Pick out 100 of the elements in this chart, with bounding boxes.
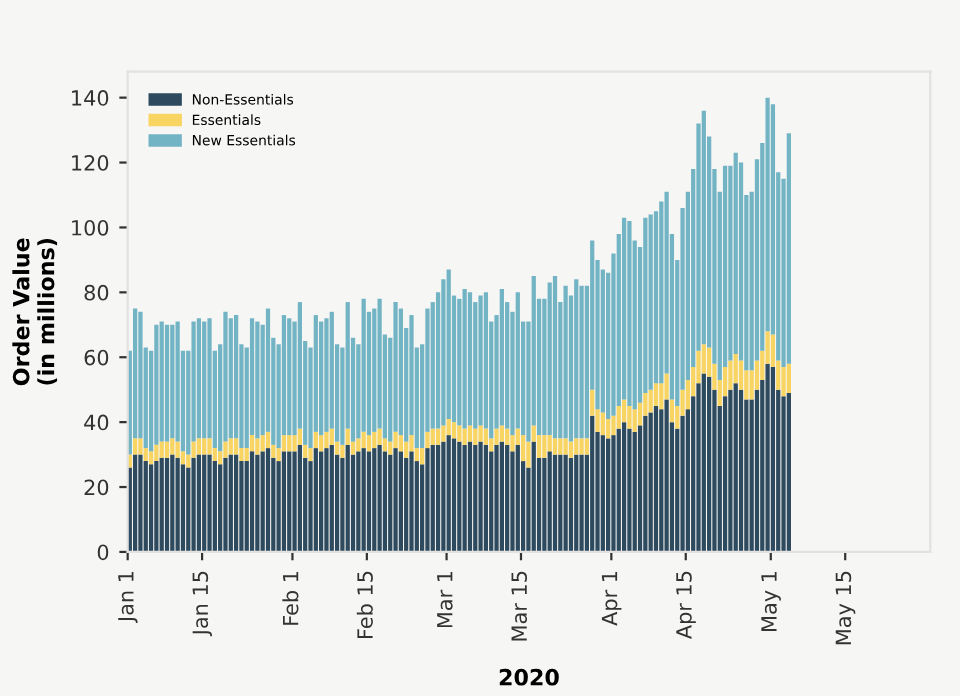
y-tick-label: 60 bbox=[84, 349, 109, 366]
x-tick-label: Mar 1 bbox=[437, 571, 453, 628]
bar bbox=[398, 435, 403, 452]
bar bbox=[260, 435, 265, 452]
bar bbox=[170, 454, 175, 552]
bar bbox=[409, 451, 414, 552]
bar bbox=[611, 435, 616, 552]
bar bbox=[180, 464, 186, 552]
bar bbox=[770, 366, 776, 552]
bar bbox=[398, 308, 403, 436]
bar bbox=[451, 422, 457, 439]
x-tick-label: Apr 1 bbox=[601, 571, 622, 626]
bar bbox=[590, 415, 595, 552]
bar bbox=[547, 451, 552, 552]
bar bbox=[170, 438, 175, 455]
bar bbox=[765, 363, 770, 552]
bar bbox=[499, 425, 504, 442]
bar bbox=[441, 425, 446, 442]
bar bbox=[786, 392, 791, 552]
bar bbox=[313, 448, 318, 552]
bar bbox=[382, 451, 388, 552]
bar bbox=[462, 428, 467, 445]
bar bbox=[366, 435, 372, 452]
bar bbox=[621, 422, 627, 552]
bar bbox=[425, 448, 430, 552]
bar bbox=[372, 448, 377, 552]
bar bbox=[361, 298, 366, 432]
bar bbox=[478, 441, 483, 552]
bar bbox=[558, 438, 563, 455]
bar bbox=[515, 292, 520, 429]
bar bbox=[627, 220, 632, 406]
bar bbox=[627, 405, 632, 429]
bar bbox=[255, 321, 260, 439]
bar bbox=[680, 415, 685, 552]
bar bbox=[148, 451, 154, 465]
bar bbox=[728, 389, 733, 552]
bar bbox=[441, 441, 446, 552]
bar bbox=[510, 435, 515, 452]
bar bbox=[473, 428, 478, 445]
bar bbox=[420, 448, 425, 465]
bar bbox=[786, 133, 791, 364]
bar bbox=[494, 444, 499, 552]
bar bbox=[329, 444, 334, 552]
bar bbox=[164, 457, 170, 552]
y-axis-title: Order Value (in millions) bbox=[12, 238, 58, 386]
bar bbox=[223, 457, 228, 552]
bar bbox=[297, 444, 303, 552]
bar bbox=[653, 383, 659, 406]
bar bbox=[435, 444, 441, 552]
bar bbox=[154, 444, 159, 462]
bar bbox=[207, 454, 212, 552]
bar bbox=[345, 444, 350, 552]
bar bbox=[531, 441, 536, 552]
bar bbox=[218, 464, 223, 552]
bar bbox=[446, 418, 451, 436]
bar bbox=[478, 295, 483, 426]
bar bbox=[287, 435, 292, 452]
x-tick-label: Jan 1 bbox=[118, 571, 138, 624]
bar bbox=[446, 269, 451, 419]
bar bbox=[606, 438, 611, 552]
x-tick-label: May 1 bbox=[761, 571, 781, 631]
bar bbox=[430, 428, 435, 445]
bar bbox=[159, 321, 164, 442]
bar bbox=[579, 454, 584, 552]
bar bbox=[159, 441, 164, 458]
y-tick-label: 100 bbox=[72, 219, 109, 236]
bar bbox=[781, 396, 786, 552]
y-tick-label: 40 bbox=[84, 414, 109, 431]
bar bbox=[388, 454, 393, 552]
bar bbox=[366, 451, 372, 552]
bar bbox=[132, 438, 138, 455]
bar bbox=[287, 318, 292, 436]
x-tick-label: May 15 bbox=[835, 571, 856, 645]
bar bbox=[467, 292, 473, 426]
bar bbox=[159, 457, 164, 552]
bar bbox=[175, 457, 180, 552]
bar bbox=[728, 360, 733, 390]
bar bbox=[563, 285, 568, 439]
bar bbox=[648, 389, 653, 413]
bar bbox=[164, 324, 170, 442]
bar bbox=[648, 214, 653, 390]
bar bbox=[297, 428, 303, 445]
bar bbox=[733, 383, 738, 552]
bar bbox=[319, 321, 324, 436]
bar bbox=[563, 438, 568, 455]
bar bbox=[196, 438, 202, 455]
bar bbox=[281, 451, 287, 552]
bar bbox=[483, 444, 489, 552]
y-tick-label: 20 bbox=[84, 479, 109, 496]
bar bbox=[377, 428, 382, 445]
bar bbox=[552, 438, 558, 455]
bar bbox=[393, 448, 398, 552]
bar bbox=[164, 441, 170, 458]
bar bbox=[483, 428, 489, 445]
bar bbox=[228, 318, 233, 439]
bar bbox=[515, 444, 520, 552]
bar bbox=[361, 448, 366, 552]
bar bbox=[574, 279, 579, 439]
bar bbox=[324, 431, 329, 449]
bar bbox=[579, 438, 584, 455]
